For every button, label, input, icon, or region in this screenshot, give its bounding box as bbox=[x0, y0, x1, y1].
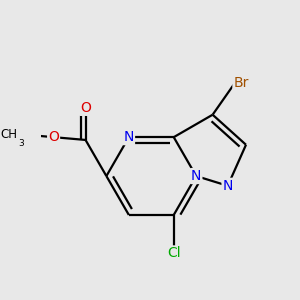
Text: O: O bbox=[80, 101, 91, 115]
Text: O: O bbox=[48, 130, 59, 144]
Text: N: N bbox=[124, 130, 134, 144]
Text: N: N bbox=[223, 179, 233, 193]
Text: 3: 3 bbox=[18, 139, 24, 148]
Text: Cl: Cl bbox=[167, 246, 181, 260]
Text: CH: CH bbox=[1, 128, 18, 141]
Text: N: N bbox=[191, 169, 201, 183]
Text: Br: Br bbox=[233, 76, 249, 90]
